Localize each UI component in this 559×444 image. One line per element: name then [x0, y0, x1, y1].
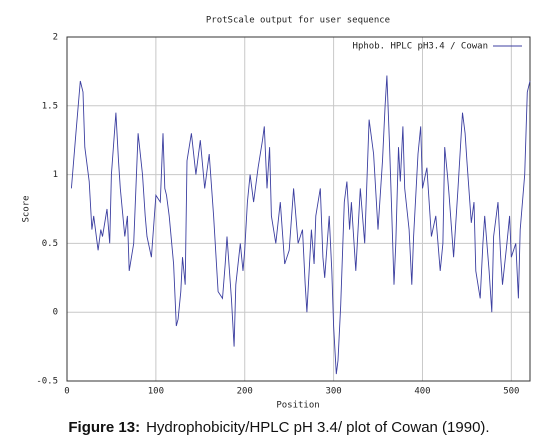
x-tick-label: 300	[325, 387, 341, 397]
plot-frame	[66, 36, 531, 382]
y-tick-label: -0.5	[36, 377, 58, 387]
x-tick-label: 0	[64, 387, 69, 397]
x-tick-label: 200	[237, 387, 253, 397]
chart-title: ProtScale output for user sequence	[206, 16, 390, 26]
y-tick-label: 1.5	[42, 101, 58, 111]
legend-label: Hphob. HPLC pH3.4 / Cowan	[353, 42, 488, 52]
caption: Figure 13: Hydrophobicity/HPLC pH 3.4/ pl…	[68, 419, 489, 436]
x-axis-label: Position	[276, 401, 319, 411]
y-tick-label: 0.5	[42, 239, 58, 249]
y-tick-label: 1	[53, 170, 58, 180]
x-tick-label: 400	[414, 387, 430, 397]
y-tick-label: 2	[53, 33, 58, 43]
x-tick-label: 100	[148, 387, 164, 397]
caption-label: Figure 13:	[68, 419, 140, 436]
x-tick-label: 500	[503, 387, 519, 397]
caption-text: Hydrophobicity/HPLC pH 3.4/ plot of Cowa…	[146, 419, 490, 436]
y-axis-label: Score	[22, 195, 32, 222]
data-line	[70, 75, 531, 375]
y-tick-label: 0	[53, 308, 58, 318]
